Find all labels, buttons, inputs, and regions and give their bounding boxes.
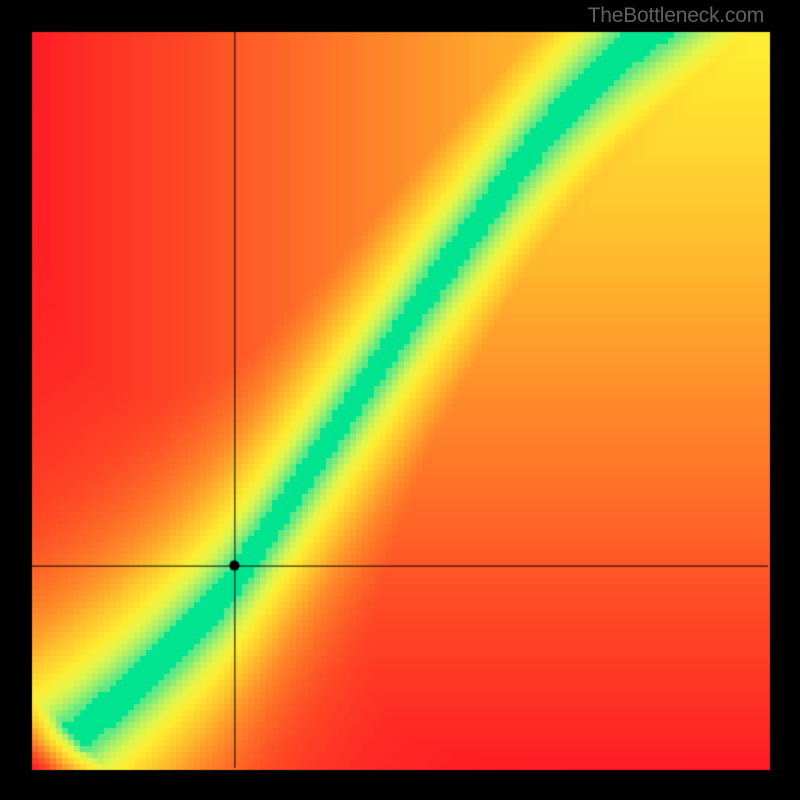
bottleneck-heatmap <box>0 0 800 800</box>
chart-container: TheBottleneck.com <box>0 0 800 800</box>
